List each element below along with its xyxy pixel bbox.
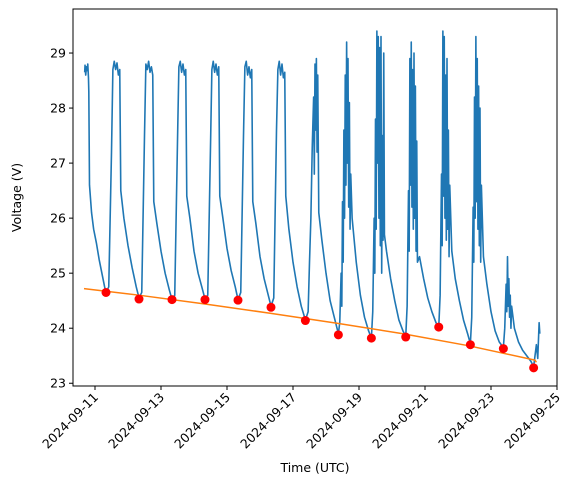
minima-point-11 <box>465 340 475 350</box>
minima-point-2 <box>167 295 177 305</box>
minima-point-7 <box>333 330 343 340</box>
y-tick-label-6: 29 <box>50 46 66 61</box>
minima-point-6 <box>300 316 310 326</box>
minima-point-0 <box>101 287 111 297</box>
y-tick-label-4: 27 <box>50 156 66 171</box>
series-layer <box>83 30 541 368</box>
x-axis-label: Time (UTC) <box>279 460 349 475</box>
markers-layer <box>101 287 539 373</box>
y-tick-label-3: 26 <box>50 211 66 226</box>
minima-point-4 <box>233 295 243 305</box>
y-axis-ticks: 23 24 25 26 27 28 29 <box>50 46 73 391</box>
y-tick-label-2: 25 <box>50 266 66 281</box>
voltage-series-line <box>83 30 541 368</box>
minima-point-13 <box>529 363 539 373</box>
minima-point-12 <box>498 344 508 354</box>
y-tick-label-0: 23 <box>50 376 66 391</box>
minima-point-10 <box>434 322 444 332</box>
axes-frame <box>72 8 558 387</box>
y-axis-label: Voltage (V) <box>9 163 24 232</box>
trend-series-line <box>83 287 538 363</box>
minima-point-8 <box>366 333 376 343</box>
minima-point-5 <box>266 302 276 312</box>
y-tick-label-5: 28 <box>50 101 66 116</box>
y-tick-label-1: 24 <box>50 321 66 336</box>
plot-area <box>83 30 541 373</box>
minima-point-9 <box>401 332 411 342</box>
minima-point-3 <box>200 295 210 305</box>
minima-point-1 <box>134 294 144 304</box>
